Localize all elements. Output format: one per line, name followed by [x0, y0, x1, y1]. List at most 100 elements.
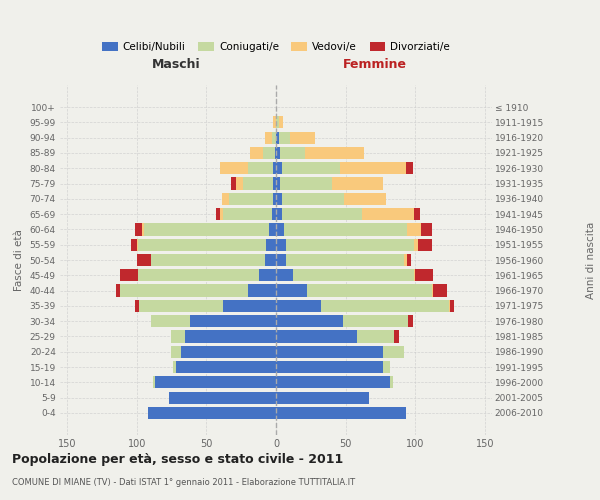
Bar: [414, 208, 419, 220]
Bar: [272, 208, 276, 220]
Bar: [185, 330, 276, 342]
Y-axis label: Anni di nascita: Anni di nascita: [586, 222, 596, 298]
Bar: [220, 208, 223, 220]
Bar: [232, 178, 236, 190]
Bar: [276, 192, 281, 205]
Bar: [248, 284, 276, 296]
Bar: [269, 224, 276, 235]
Bar: [172, 346, 181, 358]
Bar: [383, 361, 390, 373]
Bar: [142, 224, 143, 235]
Text: Popolazione per età, sesso e stato civile - 2011: Popolazione per età, sesso e stato civil…: [12, 452, 343, 466]
Bar: [223, 300, 276, 312]
Bar: [421, 224, 432, 235]
Bar: [284, 224, 407, 235]
Bar: [276, 224, 284, 235]
Bar: [248, 162, 273, 174]
Bar: [151, 254, 265, 266]
Bar: [415, 269, 433, 281]
Bar: [173, 361, 176, 373]
Y-axis label: Fasce di età: Fasce di età: [14, 229, 24, 291]
Bar: [220, 162, 248, 174]
Bar: [143, 224, 269, 235]
Bar: [406, 162, 413, 174]
Bar: [236, 178, 242, 190]
Bar: [154, 376, 155, 388]
Bar: [276, 361, 383, 373]
Bar: [138, 269, 259, 281]
Bar: [432, 284, 433, 296]
Bar: [139, 300, 223, 312]
Bar: [332, 178, 383, 190]
Bar: [131, 238, 137, 251]
Bar: [223, 208, 272, 220]
Bar: [357, 330, 394, 342]
Bar: [275, 147, 276, 159]
Bar: [276, 284, 307, 296]
Bar: [263, 147, 275, 159]
Bar: [362, 208, 414, 220]
Bar: [276, 300, 320, 312]
Bar: [281, 208, 362, 220]
Bar: [276, 315, 343, 328]
Bar: [181, 346, 276, 358]
Bar: [279, 116, 283, 128]
Bar: [276, 269, 293, 281]
Bar: [276, 147, 280, 159]
Bar: [407, 254, 411, 266]
Bar: [276, 132, 279, 143]
Bar: [293, 269, 414, 281]
Bar: [176, 361, 276, 373]
Bar: [259, 269, 276, 281]
Bar: [265, 132, 272, 143]
Bar: [449, 300, 450, 312]
Bar: [383, 346, 404, 358]
Bar: [138, 238, 266, 251]
Bar: [276, 208, 281, 220]
Bar: [273, 116, 276, 128]
Bar: [394, 330, 398, 342]
Bar: [265, 254, 276, 266]
Bar: [190, 315, 276, 328]
Bar: [273, 178, 276, 190]
Bar: [151, 315, 190, 328]
Bar: [276, 116, 279, 128]
Bar: [307, 284, 432, 296]
Bar: [216, 208, 220, 220]
Bar: [137, 238, 138, 251]
Bar: [272, 132, 276, 143]
Bar: [276, 254, 286, 266]
Bar: [279, 132, 290, 143]
Bar: [433, 284, 448, 296]
Bar: [404, 254, 407, 266]
Bar: [280, 178, 332, 190]
Bar: [276, 330, 357, 342]
Bar: [409, 315, 413, 328]
Bar: [281, 192, 344, 205]
Bar: [276, 178, 280, 190]
Bar: [276, 392, 370, 404]
Bar: [290, 132, 315, 143]
Text: Maschi: Maschi: [152, 58, 201, 71]
Bar: [414, 238, 418, 251]
Bar: [286, 254, 404, 266]
Bar: [116, 284, 120, 296]
Bar: [320, 300, 449, 312]
Bar: [418, 238, 432, 251]
Bar: [276, 407, 406, 419]
Bar: [169, 392, 276, 404]
Bar: [135, 300, 139, 312]
Bar: [266, 238, 276, 251]
Bar: [390, 376, 393, 388]
Bar: [276, 238, 286, 251]
Bar: [276, 346, 383, 358]
Text: Femmine: Femmine: [343, 58, 407, 71]
Bar: [273, 192, 276, 205]
Bar: [286, 238, 414, 251]
Bar: [414, 269, 415, 281]
Bar: [135, 224, 142, 235]
Bar: [276, 162, 281, 174]
Bar: [450, 300, 454, 312]
Bar: [250, 147, 263, 159]
Bar: [343, 315, 409, 328]
